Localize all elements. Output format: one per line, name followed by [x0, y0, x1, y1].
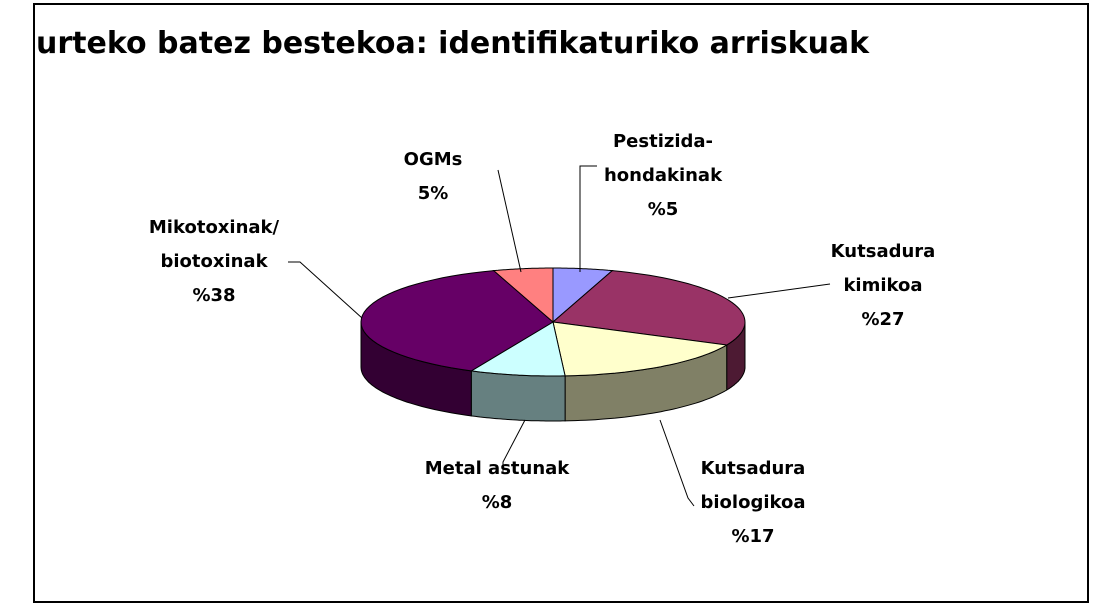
leader-line [497, 169, 522, 273]
leader-line [288, 261, 363, 319]
category-label: OGMs [403, 149, 463, 170]
value-label: %8 [481, 492, 513, 513]
data-label: Kutsadura biologikoa %17 [700, 452, 805, 554]
category-label: Metal astunak [424, 458, 570, 479]
category-label: Kutsadura biologikoa [700, 458, 806, 513]
slice [552, 321, 729, 377]
slice [360, 270, 554, 372]
value-label: %17 [731, 526, 775, 547]
value-label: 5% [417, 183, 449, 204]
leader-line [659, 419, 695, 507]
data-label: Kutsadura kimikoa %27 [831, 235, 936, 337]
data-label: OGMs 5% [404, 143, 463, 211]
category-label: Mikotoxinak/ biotoxinak [148, 217, 280, 272]
leader-line [579, 165, 597, 272]
category-label: Pestizida- hondakinak [603, 131, 723, 186]
leader-line [727, 283, 831, 299]
data-label: Mikotoxinak/ biotoxinak %38 [149, 211, 279, 313]
leader-line [502, 419, 526, 472]
data-label: Pestizida- hondakinak %5 [604, 125, 722, 227]
slice-side [470, 370, 566, 422]
value-label: %38 [192, 285, 236, 306]
category-label: Kutsadura kimikoa [830, 241, 936, 296]
slice [551, 270, 746, 346]
value-label: %27 [861, 309, 905, 330]
slice [469, 321, 566, 377]
chart-title: urteko batez bestekoa: identifikaturiko … [36, 26, 870, 61]
data-label: Metal astunak %8 [425, 452, 570, 520]
slice [492, 267, 554, 324]
value-label: %5 [647, 199, 679, 220]
